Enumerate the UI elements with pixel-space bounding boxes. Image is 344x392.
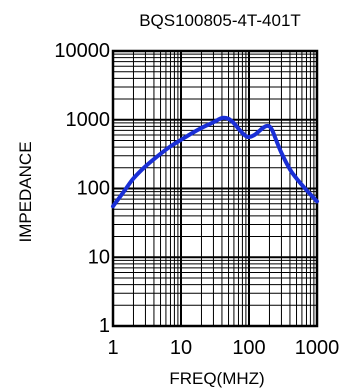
x-tick-labels: 1 10 100 1000 [107, 337, 339, 359]
plot-border [111, 49, 319, 328]
y-tick-label: 1000 [66, 109, 111, 131]
y-tick-label: 1 [99, 315, 110, 337]
y-tick-label: 100 [77, 178, 110, 200]
impedance-series-line [111, 115, 319, 209]
series-layer [111, 115, 319, 209]
y-axis-label: IMPEDANCE [16, 141, 35, 242]
plot-frame [111, 49, 319, 328]
x-tick-label: 100 [232, 337, 265, 359]
x-tick-label: 10 [170, 337, 192, 359]
x-tick-label: 1 [107, 337, 118, 359]
y-tick-label: 10 [88, 246, 110, 268]
y-tick-label: 10000 [54, 40, 110, 62]
chart-title: BQS100805-4T-401T [139, 11, 301, 30]
x-tick-label: 1000 [295, 337, 340, 359]
x-axis-label: FREQ(MHZ) [169, 369, 264, 388]
y-tick-labels: 1 10 100 1000 10000 [54, 40, 110, 337]
